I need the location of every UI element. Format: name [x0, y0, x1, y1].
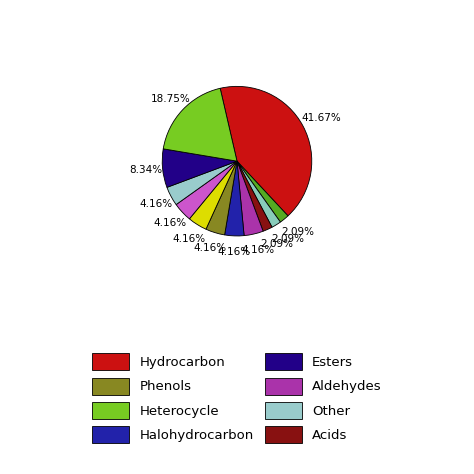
Text: 4.16%: 4.16%	[194, 243, 227, 254]
Text: 2.09%: 2.09%	[271, 234, 304, 244]
Wedge shape	[237, 161, 272, 231]
Wedge shape	[237, 161, 263, 236]
Wedge shape	[225, 161, 244, 236]
Wedge shape	[237, 161, 281, 227]
Text: 2.09%: 2.09%	[260, 239, 293, 249]
Wedge shape	[220, 86, 312, 216]
Wedge shape	[176, 161, 237, 219]
Text: 4.16%: 4.16%	[140, 199, 173, 209]
Wedge shape	[163, 88, 237, 161]
Text: 4.16%: 4.16%	[154, 219, 187, 228]
Wedge shape	[237, 161, 288, 222]
Text: 4.16%: 4.16%	[217, 247, 250, 257]
Text: 2.09%: 2.09%	[281, 227, 314, 237]
Wedge shape	[206, 161, 237, 235]
Wedge shape	[162, 149, 237, 187]
Wedge shape	[190, 161, 237, 229]
Text: 41.67%: 41.67%	[302, 113, 341, 123]
Wedge shape	[167, 161, 237, 205]
Legend: Hydrocarbon, Phenols, Heterocycle, Halohydrocarbon, Esters, Aldehydes, Other, Ac: Hydrocarbon, Phenols, Heterocycle, Haloh…	[86, 347, 388, 449]
Text: 4.16%: 4.16%	[172, 234, 205, 244]
Text: 18.75%: 18.75%	[151, 94, 191, 104]
Text: 4.16%: 4.16%	[242, 245, 275, 255]
Text: 8.34%: 8.34%	[129, 165, 163, 175]
